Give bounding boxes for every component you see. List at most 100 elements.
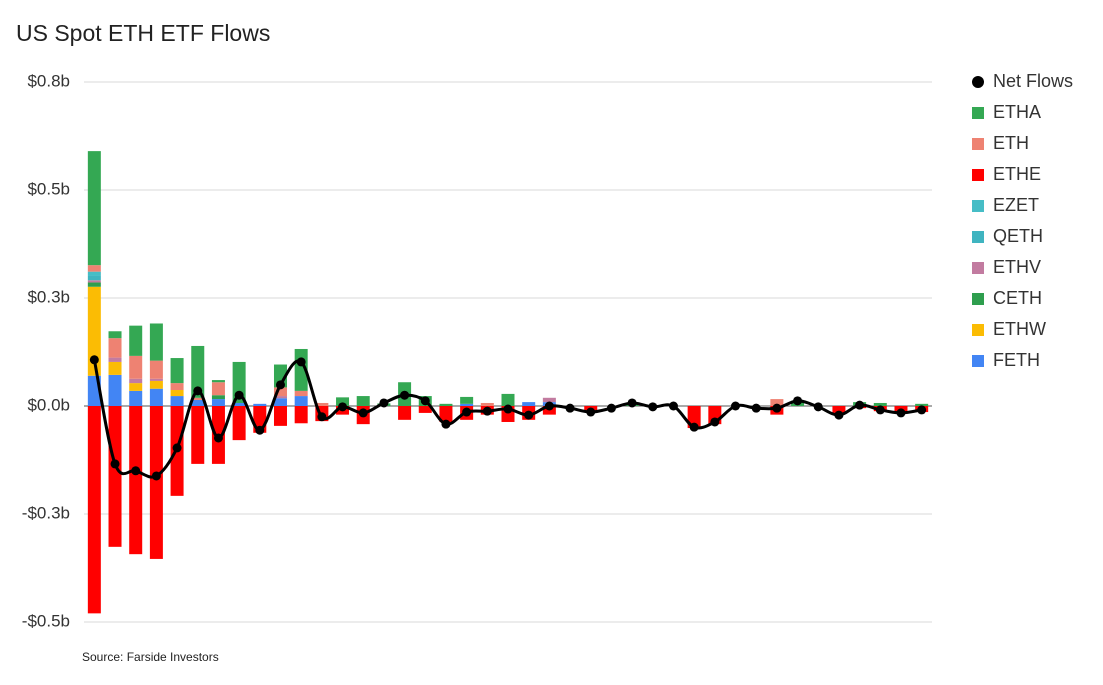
bar-segment [336,397,350,406]
net-flow-point [151,471,161,481]
legend-marker [972,169,984,181]
bar-segment [522,402,536,406]
legend-label: FETH [993,350,1040,370]
legend-label: ETHV [993,257,1041,277]
net-flow-point [751,403,761,413]
bar-segment [108,357,122,362]
bar-segment [439,403,453,406]
legend-label: ETHW [993,319,1046,339]
chart-title: US Spot ETH ETF Flows [16,20,270,46]
legend-marker [972,355,984,367]
bar-segment [129,406,143,555]
y-tick-label: -$0.3b [22,503,70,522]
bar-segment [170,358,184,384]
bar-segment [149,388,163,406]
y-tick-label: $0.3b [27,287,70,306]
net-flow-point [896,408,906,418]
net-flow-point [296,357,306,367]
bar-segment [87,406,101,614]
bar-segment [149,378,163,381]
bar-segment [191,397,205,400]
bar-segment [170,383,184,391]
net-flow-point [689,422,699,432]
net-flow-point [834,410,844,420]
bar-segment [294,396,308,406]
bar-segment [108,406,122,547]
y-tick-label: $0.8b [27,71,70,90]
bar-segment [770,399,784,406]
net-flow-point [544,401,554,411]
bar-segment [149,380,163,389]
bar-segment [232,402,246,406]
bar-segment [87,286,101,376]
net-flow-point [317,412,327,422]
bar-segment [191,406,205,464]
net-flow-point [172,443,182,453]
bar-segment [211,380,225,383]
source-note: Source: Farside Investors [82,650,219,664]
legend-marker [972,231,984,243]
legend-marker [972,293,984,305]
net-flow-point [255,425,265,435]
bar-segment [87,151,101,266]
bar-segment [129,355,143,379]
legend-marker [972,324,984,336]
bar-segment [253,403,267,406]
y-tick-label: $0.0b [27,395,70,414]
bar-segment [356,396,370,406]
bar-segment [832,406,846,413]
net-flow-point [917,405,927,415]
net-flow-point [772,403,782,413]
legend-label: QETH [993,226,1043,246]
net-flow-point [420,396,430,406]
net-flow-point [234,390,244,400]
bar-segment [915,403,929,406]
bar-segment [87,280,101,283]
bar-segment [273,406,287,426]
legend-marker [972,262,984,274]
bar-segment [460,403,474,406]
bar-segment [687,406,701,429]
net-flow-point [462,407,472,417]
net-flow-point [110,459,120,469]
bar-segment [294,390,308,397]
net-flow-point [731,401,741,411]
net-flow-point [648,402,658,412]
bar-segment [460,396,474,404]
bar-segment [87,271,101,276]
legend-marker [972,107,984,119]
net-flow-point [213,433,223,443]
bar-segment [149,406,163,559]
net-flow-point [875,405,885,415]
bar-segment [273,387,287,397]
bar-segment [108,361,122,375]
bar-segment [170,390,184,397]
bar-segment [398,406,412,420]
net-flow-point [524,410,534,420]
legend-marker [972,138,984,150]
net-flow-point [565,403,575,413]
net-flow-point [855,400,865,410]
bar-segment [170,396,184,406]
legend-label: EZET [993,195,1039,215]
bar-segment [129,383,143,391]
net-flow-point [89,355,99,365]
net-flow-point [193,386,203,396]
net-flow-point [627,398,637,408]
bar-segment [129,325,143,356]
bar-segment [480,402,494,406]
legend-label: CETH [993,288,1042,308]
bar-segment [873,402,887,406]
legend-label: ETHE [993,164,1041,184]
bar-segment [87,275,101,281]
bar-segment [294,406,308,424]
bar-segment [108,331,122,339]
bar-segment [273,398,287,406]
net-flow-point [482,406,492,416]
bar-segment [315,402,329,406]
bar-segment [149,323,163,361]
net-flow-point [338,402,348,412]
legend-marker [972,200,984,212]
bar-segment [211,382,225,396]
net-flow-point [793,396,803,406]
